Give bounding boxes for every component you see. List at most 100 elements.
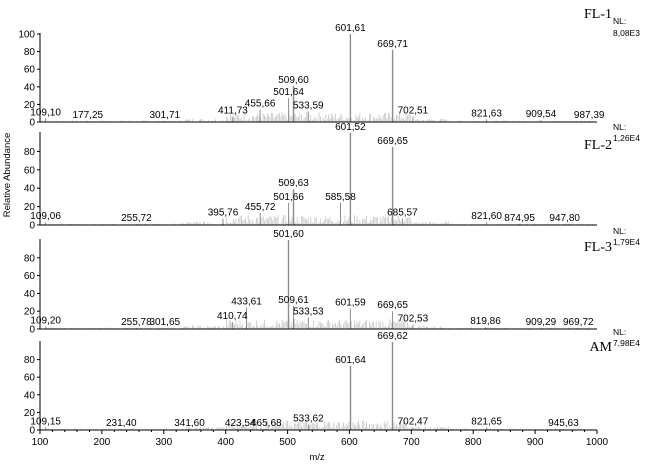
y-tick-label: 20 bbox=[24, 202, 36, 213]
x-tick-label: 700 bbox=[403, 437, 420, 448]
peak-label: 231,40 bbox=[106, 418, 137, 429]
peak-label: 301,65 bbox=[150, 317, 181, 328]
y-tick-label: 80 bbox=[24, 355, 36, 366]
peak-label: 533,62 bbox=[293, 414, 324, 425]
peak-label: 821,65 bbox=[471, 416, 502, 427]
peak-label: 909,29 bbox=[526, 317, 557, 328]
peak-label: 109,15 bbox=[30, 416, 61, 427]
x-tick-label: 200 bbox=[94, 437, 111, 448]
peak-label: 455,72 bbox=[245, 202, 276, 213]
y-tick-label: 40 bbox=[24, 289, 36, 300]
y-tick-label: 40 bbox=[24, 390, 36, 401]
nl-value: 1,26E4 bbox=[613, 133, 640, 143]
y-tick-label: 20 bbox=[24, 100, 36, 111]
peak-label: 455,66 bbox=[245, 99, 276, 110]
y-tick-label: 40 bbox=[24, 82, 36, 93]
peak-label: 702,53 bbox=[398, 314, 429, 325]
x-tick-label: 800 bbox=[465, 437, 482, 448]
panel-title: AM bbox=[589, 340, 612, 355]
x-tick-label: 100 bbox=[32, 437, 49, 448]
peak-label: 601,64 bbox=[335, 355, 366, 366]
peak-label: 433,61 bbox=[231, 297, 262, 308]
peak-label: 501,66 bbox=[273, 192, 304, 203]
x-tick-label: 400 bbox=[217, 437, 234, 448]
peak-label: 669,65 bbox=[377, 300, 408, 311]
peak-label: 669,71 bbox=[377, 39, 408, 50]
x-axis-label: m/z bbox=[309, 452, 325, 463]
peak-label: 509,63 bbox=[278, 178, 309, 189]
peak-label: 533,53 bbox=[293, 306, 324, 317]
peak-label: 109,20 bbox=[30, 315, 61, 326]
nl-label: NL: bbox=[613, 327, 626, 337]
y-tick-label: 0 bbox=[29, 118, 35, 129]
peak-label: 341,60 bbox=[174, 418, 205, 429]
peak-label: 411,73 bbox=[218, 106, 248, 117]
y-tick-label: 0 bbox=[29, 221, 35, 232]
baseline-noise bbox=[40, 112, 594, 122]
axes-layer: 0204060801000204060800204060800204060801… bbox=[18, 30, 608, 449]
nl-value: 1,79E4 bbox=[613, 237, 640, 247]
peak-label: 702,47 bbox=[398, 416, 429, 427]
peak-label: 601,61 bbox=[335, 23, 366, 34]
peak-label: 177,25 bbox=[73, 110, 104, 121]
peak-label: 501,60 bbox=[273, 229, 304, 240]
y-tick-label: 60 bbox=[24, 165, 36, 176]
peak-label: 109,10 bbox=[30, 108, 61, 119]
x-tick-label: 1000 bbox=[586, 437, 609, 448]
peak-lines-layer bbox=[45, 34, 590, 430]
peak-label: 301,71 bbox=[150, 110, 181, 121]
nl-label: NL: bbox=[613, 122, 626, 132]
y-tick-label: 100 bbox=[18, 30, 35, 41]
y-tick-label: 20 bbox=[24, 307, 36, 318]
y-axis-label: Relative Abundance bbox=[2, 133, 13, 218]
baseline-noise-layer bbox=[40, 112, 594, 430]
peak-label: 945,63 bbox=[548, 418, 579, 429]
peak-label: 465,68 bbox=[251, 418, 282, 429]
peak-label: 501,64 bbox=[273, 87, 304, 98]
peak-label: 969,72 bbox=[563, 317, 594, 328]
peak-label: 410,74 bbox=[217, 311, 248, 322]
y-tick-label: 40 bbox=[24, 184, 36, 195]
peak-label: 819,86 bbox=[470, 316, 501, 327]
peak-label: 585,58 bbox=[325, 192, 356, 203]
peak-labels-layer: 109,10 177,25 301,71 411,73455,66501,64509,… bbox=[30, 23, 605, 429]
peak-label: 821,63 bbox=[471, 108, 502, 119]
peak-label: 669,62 bbox=[377, 331, 408, 342]
x-tick-label: 600 bbox=[341, 437, 358, 448]
peak-label: 874,95 bbox=[504, 213, 535, 224]
peak-label: 255,72 bbox=[121, 213, 152, 224]
peak-label: 109,06 bbox=[30, 211, 61, 222]
peak-label: 947,80 bbox=[549, 213, 580, 224]
y-tick-label: 80 bbox=[24, 253, 36, 264]
peak-label: 601,52 bbox=[335, 122, 366, 133]
panel-title: FL-2 bbox=[584, 138, 612, 153]
peak-label: 821,60 bbox=[471, 211, 502, 222]
peak-label: 685,57 bbox=[387, 208, 418, 219]
panel-title: FL-1 bbox=[584, 7, 612, 22]
panel-text-layer: FL-1 NL:8,08E3FL-2NL:1,26E4FL-3NL:1,79E4A… bbox=[584, 7, 640, 355]
nl-label: NL: bbox=[613, 226, 626, 236]
peak-label: 533,59 bbox=[293, 100, 324, 111]
peak-label: 669,65 bbox=[377, 136, 408, 147]
peak-label: 509,61 bbox=[278, 295, 309, 306]
y-tick-label: 60 bbox=[24, 65, 36, 76]
peak-label: 601,59 bbox=[335, 298, 366, 309]
peak-label: 702,51 bbox=[398, 106, 429, 117]
y-tick-label: 60 bbox=[24, 373, 36, 384]
x-tick-label: 900 bbox=[527, 437, 544, 448]
peak-label: 509,60 bbox=[278, 75, 309, 86]
y-tick-label: 80 bbox=[24, 47, 36, 58]
nl-value: 8,08E3 bbox=[613, 28, 640, 38]
y-tick-label: 60 bbox=[24, 271, 36, 282]
peak-label: 395,76 bbox=[208, 208, 239, 219]
nl-value: 7,98E4 bbox=[613, 338, 640, 348]
peak-label: 255,78 bbox=[121, 317, 152, 328]
x-tick-label: 500 bbox=[279, 437, 296, 448]
panel-title: FL-3 bbox=[584, 240, 612, 255]
nl-label: NL: bbox=[613, 16, 626, 26]
peak-label: 909,54 bbox=[526, 109, 557, 120]
y-tick-label: 0 bbox=[29, 325, 35, 336]
peak-label: 423,54 bbox=[225, 418, 256, 429]
x-tick-label: 300 bbox=[155, 437, 172, 448]
